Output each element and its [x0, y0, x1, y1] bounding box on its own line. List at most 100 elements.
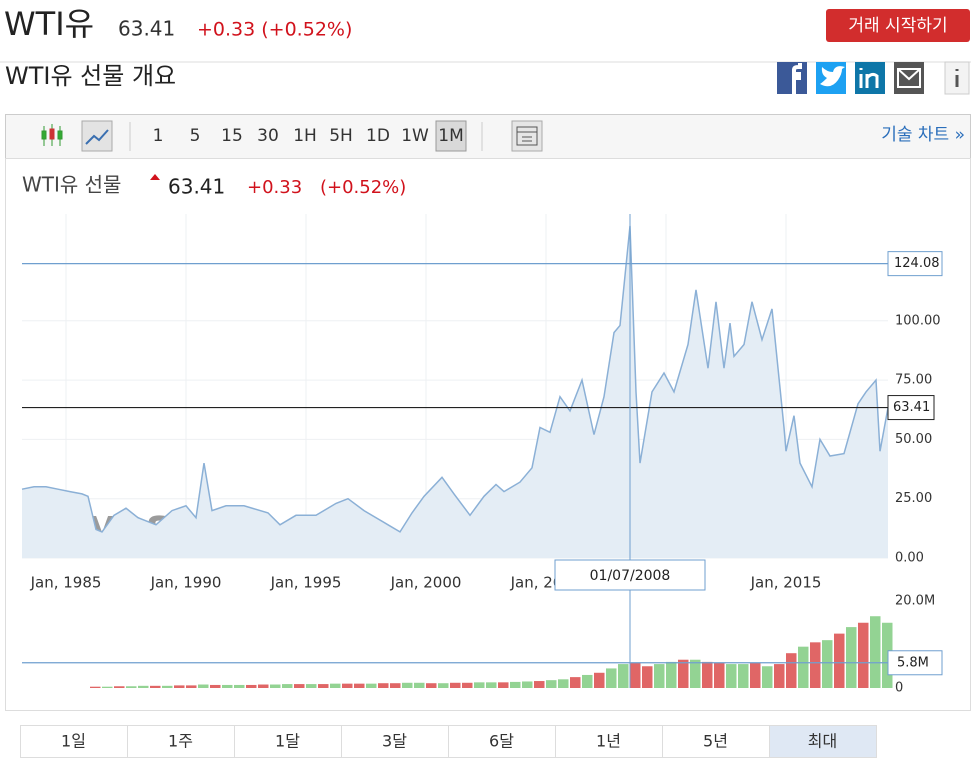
volume-bar	[114, 686, 125, 688]
range-label[interactable]: 5년	[703, 732, 728, 751]
volume-bar	[222, 684, 233, 688]
volume-bar	[102, 686, 113, 688]
interval-button[interactable]: 1M	[438, 126, 463, 146]
range-button[interactable]	[555, 725, 663, 758]
cta-label[interactable]: 거래 시작하기	[848, 16, 947, 36]
volume-bar	[198, 684, 209, 688]
range-button[interactable]	[448, 725, 556, 758]
volume-bar	[750, 662, 761, 688]
price-line	[21, 225, 889, 533]
line-icon[interactable]	[81, 120, 113, 152]
x-tick-label: Jan, 2000	[390, 574, 462, 592]
volume-bar	[186, 685, 197, 688]
volume-bar	[870, 616, 881, 688]
volume-bar	[426, 683, 437, 688]
volume-bar	[318, 684, 329, 688]
range-label[interactable]: 6달	[489, 732, 514, 751]
range-label[interactable]: 1년	[596, 732, 621, 751]
chart-name: WTI유 선물	[22, 173, 121, 197]
volume-crosshair-label: 5.8M	[897, 655, 929, 670]
volume-bar	[522, 681, 533, 688]
range-label[interactable]: 1달	[275, 732, 300, 751]
volume-bar	[450, 682, 461, 688]
volume-bar	[666, 661, 677, 688]
volume-bar	[882, 622, 893, 688]
range-button[interactable]	[234, 725, 342, 758]
volume-bar	[210, 684, 221, 688]
range-label[interactable]: 최대	[808, 732, 837, 751]
volume-bar	[270, 684, 281, 688]
volume-bar	[594, 672, 605, 688]
interval-button[interactable]: 5	[190, 126, 201, 146]
interval-selected	[435, 120, 467, 152]
facebook-glyph	[792, 63, 802, 94]
volume-bar	[582, 674, 593, 688]
last-value-box	[887, 395, 935, 421]
volume-bar	[546, 680, 557, 688]
volume-bar	[762, 666, 773, 688]
volume-bar	[834, 633, 845, 688]
change: +0.33 (+0.52%)	[197, 19, 352, 41]
volume-bar	[774, 664, 785, 688]
volume-bar	[486, 682, 497, 688]
crosshair-value-label: 124.08	[894, 256, 940, 271]
volume-bar	[342, 683, 353, 688]
volume-bar	[126, 686, 137, 688]
interval-button[interactable]: 1H	[293, 126, 317, 146]
volume-bar	[138, 685, 149, 688]
symbol: WTI유	[4, 5, 94, 43]
volume-bar	[414, 682, 425, 688]
interval-button[interactable]: 5H	[329, 126, 353, 146]
linkedin-glyph	[859, 68, 879, 88]
y-tick-label: 25.00	[895, 491, 932, 506]
cta-button[interactable]	[826, 9, 970, 42]
interval-button[interactable]: 30	[257, 126, 279, 146]
volume-bar	[534, 681, 545, 688]
volume-bar	[618, 664, 629, 688]
volume-bar	[474, 682, 485, 688]
subtitle: WTI유 선물 개요	[5, 62, 176, 90]
interval-button[interactable]: 1	[153, 126, 164, 146]
volume-crosshair-box	[887, 650, 943, 676]
volume-bar	[678, 659, 689, 688]
range-label[interactable]: 1주	[168, 732, 193, 751]
volume-bar	[510, 681, 521, 688]
y-tick-label: 0.00	[895, 551, 924, 566]
line-glyph	[85, 129, 109, 145]
technical-link[interactable]: 기술 차트 »	[881, 125, 965, 145]
volume-tick-label: 0	[895, 681, 903, 696]
volume-bar	[846, 627, 857, 688]
date-tooltip-label: 01/07/2008	[590, 568, 671, 584]
volume-bar	[570, 677, 581, 688]
x-tick-label: Jan, 1985	[30, 574, 102, 592]
volume-bar	[738, 664, 749, 688]
interval-button[interactable]: 15	[221, 126, 243, 146]
y-tick-label: 100.00	[895, 313, 941, 328]
volume-bar	[786, 653, 797, 688]
volume-bar	[822, 640, 833, 688]
last-value-label: 63.41	[893, 400, 930, 415]
volume-bar	[498, 682, 509, 688]
volume-bar	[378, 683, 389, 688]
volume-bar	[354, 683, 365, 688]
range-label[interactable]: 3달	[382, 732, 407, 751]
volume-bar	[438, 683, 449, 688]
volume-bar	[558, 679, 569, 688]
volume-bar	[462, 682, 473, 688]
range-label[interactable]: 1일	[61, 732, 86, 751]
candle-icon[interactable]	[41, 124, 63, 146]
volume-bar	[858, 622, 869, 688]
range-button[interactable]	[769, 725, 877, 758]
x-tick-label: Jan, 1995	[270, 574, 342, 592]
volume-bar	[690, 659, 701, 688]
range-button[interactable]	[127, 725, 235, 758]
volume-tick-label: 20.0M	[895, 594, 935, 609]
volume-bar	[330, 683, 341, 688]
volume-bar	[234, 684, 245, 688]
interval-button[interactable]: 1W	[401, 126, 429, 146]
volume-bar	[174, 685, 185, 688]
interval-button[interactable]: 1D	[366, 126, 390, 146]
date-tooltip	[554, 559, 706, 591]
range-button[interactable]	[20, 725, 128, 758]
y-tick-label: 75.00	[895, 373, 932, 388]
